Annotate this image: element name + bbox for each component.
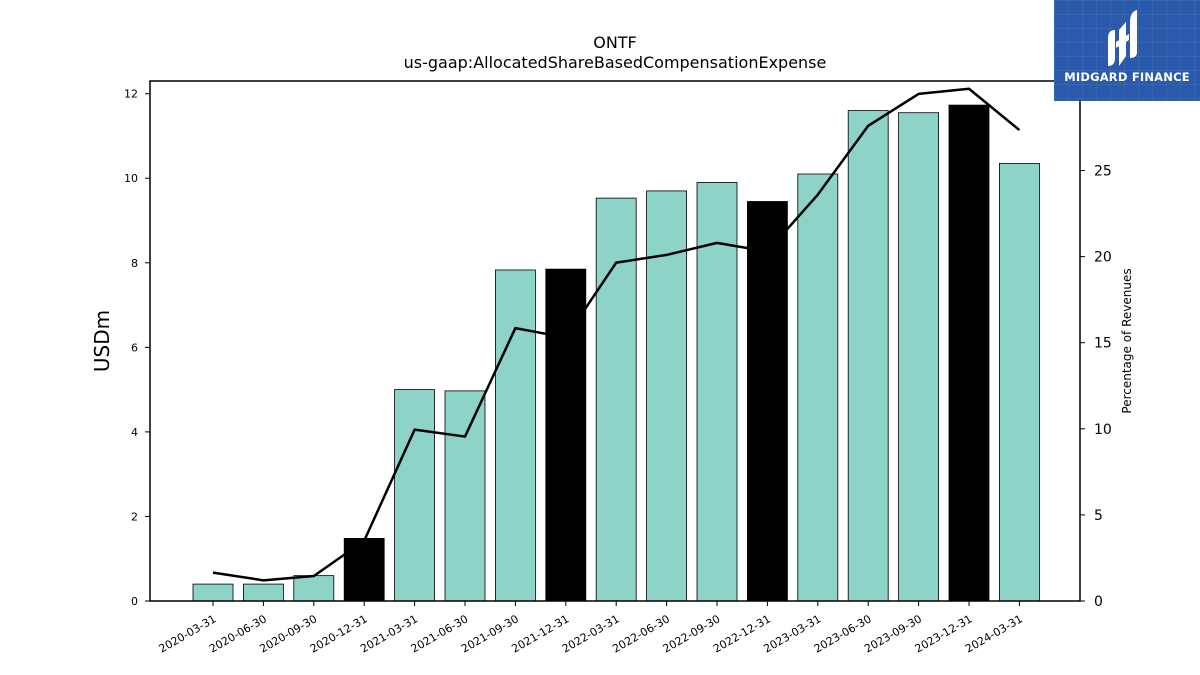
y2-tick-label: 0	[1094, 594, 1103, 610]
bar-2024-03-31	[999, 163, 1040, 602]
bar-2022-03-31	[595, 197, 637, 602]
bar-2021-06-30	[444, 390, 486, 602]
y2-axis-label: Percentage of Revenues	[1120, 268, 1134, 413]
logo-text: MIDGARD FINANCE	[1064, 70, 1190, 84]
y2-tick-label: 15	[1094, 336, 1112, 352]
midgard-finance-logo: MIDGARD FINANCE	[1054, 0, 1200, 101]
bar-2021-03-31	[394, 389, 436, 602]
y-tick-label: 12	[124, 88, 138, 101]
x-tick-label: 2024-03-31	[963, 612, 1025, 655]
plot-frame	[149, 80, 1081, 602]
y2-tick-label: 20	[1094, 250, 1112, 266]
bar-2020-03-31	[192, 583, 234, 602]
x-axis: 2020-03-312020-06-302020-09-302020-12-31…	[157, 601, 1025, 656]
bar-2022-12-31	[747, 201, 788, 602]
bar-2023-12-31	[948, 104, 990, 602]
bar-2023-06-30	[847, 110, 889, 602]
y-tick-label: 10	[124, 172, 138, 185]
y2-tick-label: 25	[1094, 164, 1112, 180]
bar-2020-12-31	[343, 538, 385, 602]
bar-2022-06-30	[646, 190, 687, 602]
y2-tick-label: 10	[1094, 422, 1112, 438]
y-tick-label: 0	[131, 595, 138, 608]
y-tick-label: 8	[131, 257, 138, 270]
bar-2020-06-30	[242, 583, 284, 602]
percentage-line	[212, 87, 1021, 582]
chart-subtitle: us-gaap:AllocatedShareBasedCompensationE…	[404, 53, 827, 72]
bar-2020-09-30	[293, 575, 335, 602]
y2-tick-label: 5	[1094, 508, 1103, 524]
chart-title: ONTF	[593, 33, 637, 52]
bar-2023-03-31	[797, 173, 839, 602]
y2-axis: 051015202530	[1080, 77, 1112, 610]
line-group	[212, 87, 1021, 582]
y-tick-label: 6	[131, 341, 138, 354]
y-axis: 0 2 4 6 8 10 12	[124, 88, 150, 608]
bar-2022-09-30	[696, 182, 738, 602]
bar-2021-09-30	[494, 269, 536, 602]
y-tick-label: 4	[131, 426, 138, 439]
y-tick-label: 2	[131, 510, 138, 523]
y-axis-label: USDm	[90, 310, 114, 372]
bar-2021-12-31	[545, 268, 587, 602]
bar-2023-09-30	[898, 112, 939, 602]
bars-group	[192, 104, 1040, 602]
logo-background-pattern	[1054, 0, 1200, 101]
midgard-logo-icon	[1108, 10, 1137, 66]
